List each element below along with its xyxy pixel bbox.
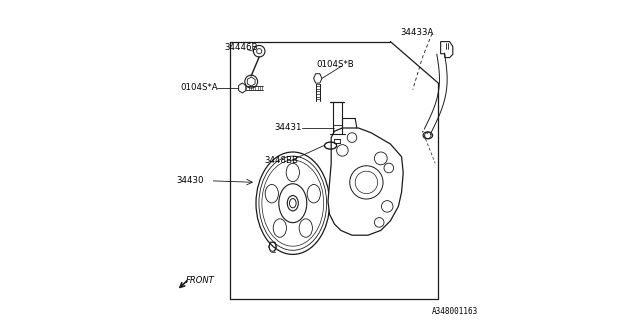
Polygon shape bbox=[239, 83, 246, 93]
Ellipse shape bbox=[307, 185, 321, 203]
Ellipse shape bbox=[279, 184, 307, 223]
Ellipse shape bbox=[423, 132, 433, 139]
Ellipse shape bbox=[273, 219, 287, 237]
Text: 0104S*B: 0104S*B bbox=[317, 60, 355, 68]
Circle shape bbox=[244, 75, 258, 88]
Text: 34430: 34430 bbox=[176, 176, 204, 185]
Ellipse shape bbox=[265, 185, 278, 203]
Polygon shape bbox=[314, 74, 322, 83]
Text: 34446B: 34446B bbox=[224, 43, 257, 52]
Text: A348001163: A348001163 bbox=[432, 307, 479, 316]
Ellipse shape bbox=[299, 219, 312, 237]
Polygon shape bbox=[328, 128, 403, 235]
Ellipse shape bbox=[286, 163, 300, 182]
Circle shape bbox=[253, 45, 265, 57]
Text: 34433A: 34433A bbox=[400, 28, 433, 37]
Text: 3448BB: 3448BB bbox=[264, 156, 298, 164]
Text: 0104S*A: 0104S*A bbox=[180, 83, 218, 92]
Text: 34431: 34431 bbox=[275, 123, 301, 132]
Polygon shape bbox=[440, 42, 453, 58]
Text: FRONT: FRONT bbox=[186, 276, 214, 285]
